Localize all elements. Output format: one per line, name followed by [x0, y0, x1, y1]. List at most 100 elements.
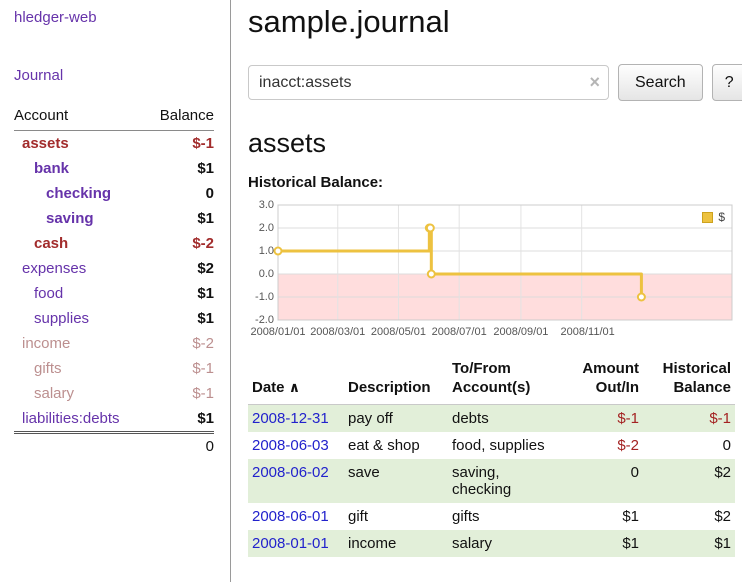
- y-axis-tick-label: -2.0: [255, 314, 274, 326]
- search-input[interactable]: [248, 65, 609, 100]
- account-balance: $1: [197, 285, 214, 302]
- cell-accounts: salary: [452, 535, 493, 552]
- chart-canvas: [273, 204, 733, 321]
- sidebar-account-row: assets $-1: [14, 131, 214, 156]
- table-row: 2008-06-02 save saving, checking 0 $2: [248, 459, 735, 503]
- sidebar-account-link[interactable]: saving: [46, 210, 94, 227]
- sidebar-account-row: salary $-1: [14, 381, 214, 406]
- accounts-header-balance: Balance: [159, 107, 214, 124]
- x-axis-tick-label: 2008/09/01: [493, 326, 549, 338]
- sidebar-account-link[interactable]: expenses: [22, 260, 87, 277]
- account-balance: $2: [197, 260, 214, 277]
- table-row: 2008-12-31 pay off debts $-1 $-1: [248, 404, 735, 433]
- x-axis-tick-label: 2008/07/01: [431, 326, 487, 338]
- column-header-amount: Amount Out/In: [562, 357, 643, 405]
- account-heading: assets: [248, 128, 327, 158]
- transaction-date-link[interactable]: 2008-01-01: [252, 535, 329, 552]
- cell-balance: 0: [722, 437, 731, 454]
- sidebar-account-row: saving $1: [14, 206, 214, 231]
- accounts-table-header: Account Balance: [14, 107, 214, 131]
- cell-date: 2008-06-02: [248, 459, 344, 503]
- legend-label: $: [718, 210, 725, 224]
- cell-description: gift: [348, 508, 369, 525]
- x-axis-tick-label: 2008/11/01: [560, 326, 615, 338]
- sidebar-account-row: expenses $2: [14, 256, 214, 281]
- transaction-date-link[interactable]: 2008-06-02: [252, 464, 329, 481]
- cell-amount: $-2: [617, 437, 639, 454]
- cell-balance: $1: [714, 535, 731, 552]
- chart-legend: $: [699, 209, 728, 225]
- sidebar-account-link[interactable]: bank: [34, 160, 70, 177]
- sidebar-total-row: 0: [14, 431, 214, 457]
- sidebar-account-row: cash $-2: [14, 231, 214, 256]
- sidebar-account-row: bank $1: [14, 156, 214, 181]
- x-axis-tick-label: 2008/03/01: [310, 326, 366, 338]
- sidebar-account-link[interactable]: supplies: [34, 310, 90, 327]
- transaction-date-link[interactable]: 2008-12-31: [252, 410, 329, 427]
- cell-amount: 0: [630, 464, 639, 481]
- table-row: 2008-06-03 eat & shop food, supplies $-2 0: [248, 432, 735, 459]
- x-axis-tick-label: 2008/01/01: [250, 326, 306, 338]
- cell-accounts: saving, checking: [452, 464, 512, 498]
- cell-description: eat & shop: [348, 437, 420, 454]
- account-balance: $-2: [192, 335, 214, 352]
- nav-journal-link[interactable]: Journal: [14, 67, 64, 84]
- cell-balance: $2: [714, 508, 731, 525]
- sidebar-account-link[interactable]: income: [22, 335, 71, 352]
- transaction-date-link[interactable]: 2008-06-01: [252, 508, 329, 525]
- historical-balance-chart: $ 3.0 2.0 1.0 0.0 -1.0 -2.0 2008/01/01 2008/03/…: [248, 198, 740, 340]
- y-axis-tick-label: -1.0: [255, 291, 274, 303]
- help-button[interactable]: ?: [711, 64, 742, 101]
- sidebar-account-row: liabilities:debts $1: [14, 406, 214, 431]
- cell-balance: $2: [714, 464, 731, 481]
- register-table: Date ∧ Description To/From Account(s) Am…: [248, 357, 735, 557]
- app-title-link[interactable]: hledger-web: [14, 9, 97, 26]
- accounts-header-account: Account: [14, 107, 69, 124]
- search-button[interactable]: Search: [618, 64, 703, 101]
- cell-amount: $1: [622, 535, 639, 552]
- search-bar: × Search ?: [248, 64, 742, 101]
- sidebar-account-link[interactable]: checking: [46, 185, 112, 202]
- sidebar-account-row: checking 0: [14, 181, 214, 206]
- account-balance: $-1: [192, 135, 214, 152]
- sidebar-account-row: income $-2: [14, 331, 214, 356]
- account-balance: $1: [197, 210, 214, 227]
- sidebar-account-row: supplies $1: [14, 306, 214, 331]
- search-box: ×: [248, 65, 609, 100]
- main-content: sample.journal × Search ? assets Histori…: [231, 0, 742, 582]
- clear-search-icon[interactable]: ×: [589, 72, 600, 92]
- cell-description: income: [348, 535, 397, 552]
- account-balance: $1: [197, 160, 214, 177]
- column-header-description: Description: [344, 357, 448, 405]
- sidebar-account-link[interactable]: gifts: [34, 360, 62, 377]
- y-axis-tick-label: 2.0: [258, 222, 274, 234]
- sidebar-account-link[interactable]: liabilities:debts: [22, 410, 120, 427]
- column-header-accounts: To/From Account(s): [448, 357, 562, 405]
- account-balance: $1: [197, 310, 214, 327]
- cell-balance: $-1: [709, 410, 731, 427]
- account-balance: $-1: [192, 360, 214, 377]
- cell-date: 2008-06-03: [248, 432, 344, 459]
- chart-title: Historical Balance:: [248, 174, 384, 191]
- sidebar-total-value: 0: [205, 438, 214, 455]
- account-balance: $1: [197, 410, 214, 427]
- accounts-list: assets $-1 bank $1 checking 0 saving $1 cash $-2 e…: [14, 131, 214, 431]
- column-header-date[interactable]: Date ∧: [248, 357, 344, 405]
- table-row: 2008-01-01 income salary $1 $1: [248, 530, 735, 557]
- sidebar-account-link[interactable]: salary: [34, 385, 75, 402]
- sidebar: hledger-web Journal Account Balance asse…: [0, 0, 231, 582]
- x-axis-tick-label: 2008/05/01: [370, 326, 426, 338]
- transaction-date-link[interactable]: 2008-06-03: [252, 437, 329, 454]
- sidebar-account-link[interactable]: cash: [34, 235, 69, 252]
- sidebar-account-link[interactable]: food: [34, 285, 64, 302]
- cell-date: 2008-12-31: [248, 405, 344, 433]
- table-row: 2008-06-01 gift gifts $1 $2: [248, 503, 735, 530]
- cell-description: pay off: [348, 410, 393, 427]
- column-header-balance: Historical Balance: [643, 357, 735, 405]
- register-header-row: Date ∧ Description To/From Account(s) Am…: [248, 357, 735, 405]
- cell-accounts: gifts: [452, 508, 480, 525]
- page-title: sample.journal: [248, 4, 450, 39]
- cell-date: 2008-01-01: [248, 530, 344, 557]
- sidebar-account-link[interactable]: assets: [22, 135, 69, 152]
